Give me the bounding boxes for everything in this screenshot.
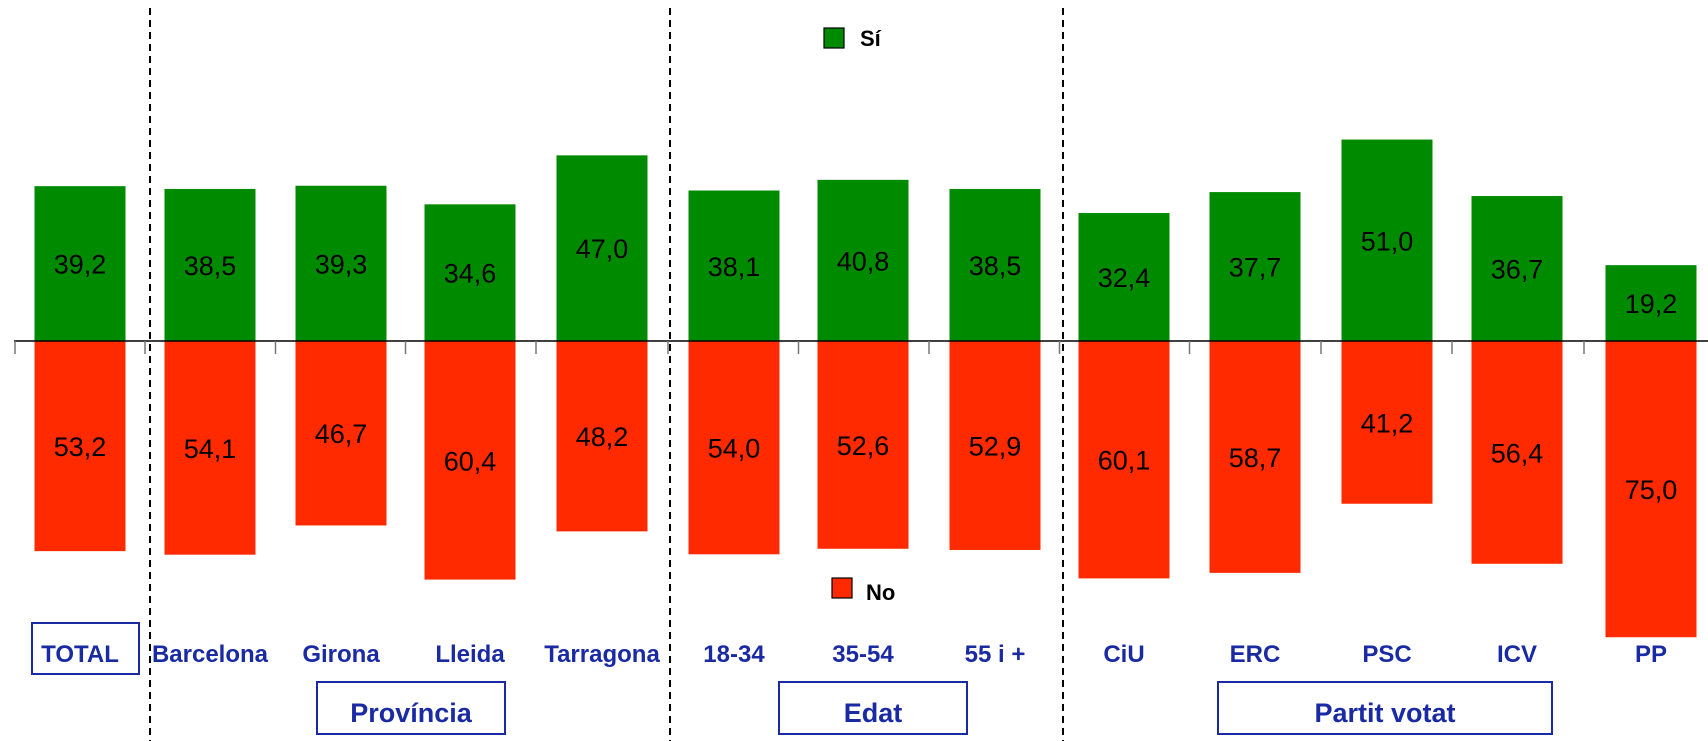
category-label-tarragona: Tarragona [544, 641, 660, 668]
bar-no-psc [1341, 341, 1433, 504]
label-no-total: 53,2 [54, 432, 107, 462]
label-no-lleida: 60,4 [444, 446, 497, 476]
label-no-psc: 41,2 [1361, 408, 1414, 438]
legend-si-swatch [823, 27, 845, 49]
label-no-18-34: 54,0 [708, 434, 761, 464]
bar-no-erc [1209, 341, 1301, 573]
bar-no-girona [295, 341, 387, 526]
label-si-total: 39,2 [54, 250, 107, 280]
category-label-pp: PP [1635, 641, 1667, 668]
bar-si-18-34 [688, 190, 780, 341]
bar-si-total [34, 186, 126, 341]
group-provincia: Província [316, 681, 506, 735]
group-edat-box [778, 681, 968, 735]
category-label-psc: PSC [1362, 641, 1411, 668]
label-no-erc: 58,7 [1229, 443, 1282, 473]
category-label-lleida: Lleida [435, 641, 505, 668]
label-no-55-i: 52,9 [969, 431, 1022, 461]
legend-no-swatch [831, 577, 853, 599]
bar-si-erc [1209, 192, 1301, 341]
group-edat-label: Edat [844, 698, 903, 728]
category-label-total: TOTAL [41, 641, 119, 668]
label-no-tarragona: 48,2 [576, 422, 629, 452]
label-no-pp: 75,0 [1625, 475, 1678, 505]
group-partit-votat: Partit votat [1217, 681, 1553, 735]
category-label-55-i: 55 i + [965, 641, 1026, 668]
label-si-erc: 37,7 [1229, 253, 1282, 283]
value-labels: 39,2 53,2 38,5 54,1 39,3 46,7 34,6 60,4 47,0 48,2… [54, 226, 1678, 505]
zero-axis [14, 340, 1708, 354]
group-partit-votat-label: Partit votat [1314, 698, 1455, 728]
legend-no: No [831, 577, 895, 605]
bar-si-lleida [424, 204, 516, 341]
label-no-ciu: 60,1 [1098, 446, 1151, 476]
label-si-35-54: 40,8 [837, 246, 890, 276]
group-partit-votat-box [1217, 681, 1553, 735]
group-provincia-label: Província [350, 698, 473, 728]
label-si-18-34: 38,1 [708, 252, 761, 282]
bar-no-barcelona [164, 341, 256, 555]
label-si-icv: 36,7 [1491, 255, 1544, 285]
bar-si-tarragona [556, 155, 648, 341]
label-si-ciu: 32,4 [1098, 263, 1151, 293]
category-label-girona: Girona [302, 641, 380, 668]
bar-si-55-i [949, 188, 1041, 341]
legend-no-label: No [866, 580, 895, 605]
bar-si-girona [295, 185, 387, 341]
bar-si-icv [1471, 196, 1563, 341]
bar-no-ciu [1078, 341, 1170, 579]
legend-si-label: Sí [860, 26, 882, 51]
bar-no-55-i [949, 341, 1041, 550]
group-provincia-box [316, 681, 506, 735]
category-label-18-34: 18-34 [703, 641, 765, 668]
bar-no-total [34, 341, 126, 552]
bar-si-barcelona [164, 188, 256, 341]
group-separators [149, 8, 1064, 741]
category-label-erc: ERC [1230, 641, 1281, 668]
bar-no-pp [1605, 341, 1697, 638]
legend-si: Sí [823, 26, 882, 51]
bar-no-icv [1471, 341, 1563, 564]
label-si-psc: 51,0 [1361, 226, 1414, 256]
bar-si-ciu [1078, 213, 1170, 341]
total-frame [31, 622, 140, 675]
label-si-barcelona: 38,5 [184, 251, 237, 281]
bar-si-psc [1341, 139, 1433, 341]
category-label-barcelona: Barcelona [152, 641, 269, 668]
label-no-girona: 46,7 [315, 419, 368, 449]
label-si-55-i: 38,5 [969, 251, 1022, 281]
bar-si-pp [1605, 265, 1697, 341]
category-label-ciu: CiU [1103, 641, 1144, 668]
label-no-barcelona: 54,1 [184, 434, 237, 464]
category-label-icv: ICV [1497, 641, 1537, 668]
category-label-35-54: 35-54 [832, 641, 894, 668]
bar-no-lleida [424, 341, 516, 580]
bar-no-35-54 [817, 341, 909, 549]
label-no-icv: 56,4 [1491, 438, 1544, 468]
bars [34, 139, 1697, 638]
category-labels: TOTAL Barcelona Girona Lleida Tarragona 18-34… [41, 641, 1667, 668]
label-si-tarragona: 47,0 [576, 234, 629, 264]
label-si-lleida: 34,6 [444, 259, 497, 289]
bar-no-tarragona [556, 341, 648, 532]
total-box [31, 622, 140, 675]
label-si-girona: 39,3 [315, 249, 368, 279]
group-edat: Edat [778, 681, 968, 735]
bar-si-35-54 [817, 179, 909, 341]
bar-no-18-34 [688, 341, 780, 555]
label-si-pp: 19,2 [1625, 289, 1678, 319]
label-no-35-54: 52,6 [837, 431, 890, 461]
